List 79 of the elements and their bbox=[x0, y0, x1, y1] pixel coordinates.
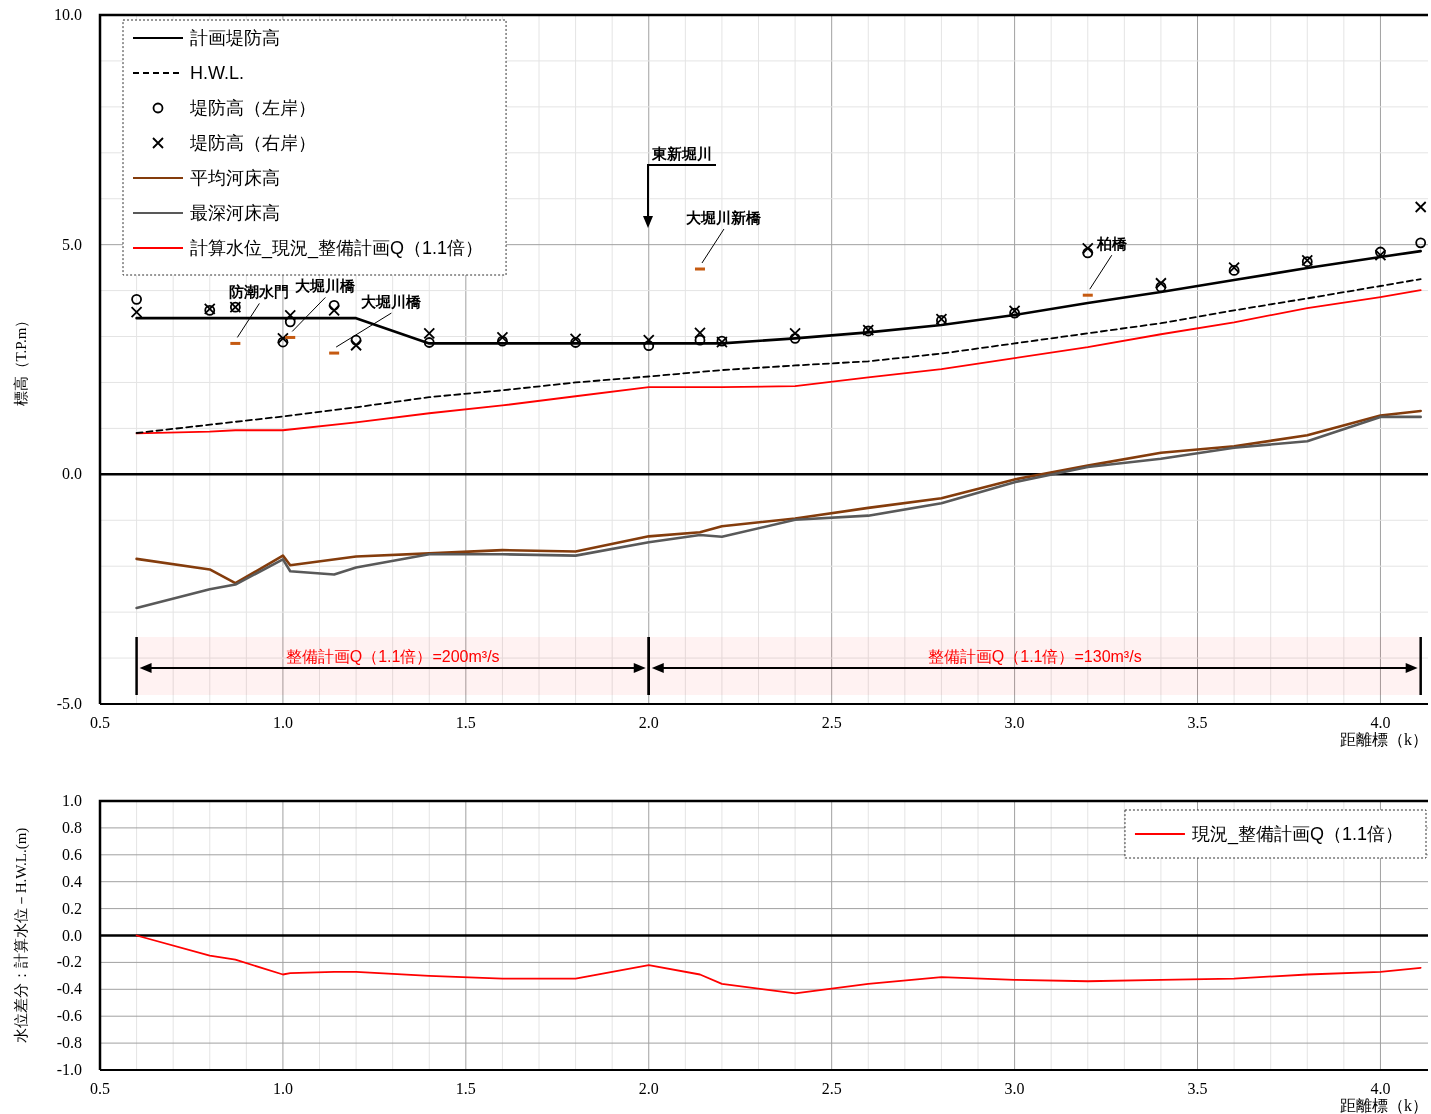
legend-label: 平均河床高 bbox=[190, 168, 280, 188]
x-axis-title: 距離標（k） bbox=[1340, 1097, 1428, 1114]
x-tick-label: 1.0 bbox=[272, 714, 293, 731]
point bbox=[1375, 246, 1386, 258]
x-tick-label: 3.0 bbox=[1004, 714, 1025, 731]
legend-label: 計算水位_現況_整備計画Q（1.1倍） bbox=[190, 238, 484, 259]
legend-label: 計画堤防高 bbox=[190, 28, 280, 48]
x-tick-label: 3.5 bbox=[1187, 1080, 1208, 1097]
legend: 現況_整備計画Q（1.1倍） bbox=[1124, 809, 1427, 859]
y-tick-label: 1.0 bbox=[62, 792, 82, 809]
point bbox=[1155, 277, 1167, 290]
point bbox=[642, 334, 655, 347]
x-tick-label: 2.5 bbox=[821, 1080, 842, 1097]
x-tick-label: 1.5 bbox=[455, 714, 476, 731]
annotation: 柏橋 bbox=[1095, 235, 1128, 253]
point bbox=[694, 334, 706, 346]
x-tick-label: 3.0 bbox=[1004, 1080, 1025, 1097]
point bbox=[1414, 201, 1427, 213]
annotation: 東新堀川 bbox=[651, 145, 712, 162]
point bbox=[328, 304, 341, 317]
point bbox=[694, 326, 706, 339]
annotation: 大堀川橋 bbox=[361, 293, 423, 311]
point bbox=[423, 337, 435, 348]
point bbox=[350, 334, 362, 346]
x-tick-label: 3.5 bbox=[1187, 714, 1208, 731]
point bbox=[497, 335, 508, 347]
point bbox=[423, 327, 436, 340]
y-tick-label: 0.2 bbox=[62, 899, 82, 917]
x-axis-title: 距離標（k） bbox=[1340, 731, 1428, 748]
annotation: 大堀川新橋 bbox=[686, 209, 763, 227]
annotation: 防潮水門 bbox=[229, 283, 290, 301]
y-tick-label: 0.6 bbox=[62, 845, 82, 863]
y-axis-title: 標高（T.P.m） bbox=[13, 312, 29, 407]
x-tick-label: 0.5 bbox=[90, 714, 110, 731]
legend-label: H.W.L. bbox=[190, 63, 245, 83]
y-tick-label: -5.0 bbox=[56, 695, 82, 712]
y-tick-label: 0.0 bbox=[62, 926, 82, 944]
x-tick-label: 4.0 bbox=[1370, 714, 1391, 731]
y-tick-label: -0.8 bbox=[56, 1034, 82, 1052]
x-tick-label: 4.0 bbox=[1370, 1080, 1391, 1097]
x-tick-label: 2.5 bbox=[821, 714, 842, 731]
x-tick-label: 0.5 bbox=[90, 1080, 110, 1097]
x-tick-label: 2.0 bbox=[638, 1080, 659, 1097]
y-tick-label: 0.8 bbox=[62, 818, 82, 836]
x-tick-label: 2.0 bbox=[638, 714, 659, 731]
y-tick-label: 0.0 bbox=[62, 465, 82, 483]
point bbox=[643, 340, 655, 352]
point bbox=[1081, 242, 1094, 255]
legend-label: 堤防高（右岸） bbox=[189, 133, 316, 153]
point bbox=[277, 336, 289, 348]
y-tick-label: 0.4 bbox=[62, 872, 82, 890]
y-tick-label: -0.6 bbox=[56, 1007, 82, 1025]
legend-label: 堤防高（左岸） bbox=[189, 98, 316, 118]
point bbox=[131, 293, 142, 305]
annotation: 大堀川橋 bbox=[295, 277, 357, 295]
point bbox=[350, 339, 362, 352]
point bbox=[1155, 281, 1167, 293]
point bbox=[789, 332, 801, 344]
point bbox=[328, 299, 340, 311]
point bbox=[277, 332, 289, 345]
legend-label: 現況_整備計画Q（1.1倍） bbox=[1191, 824, 1403, 845]
point bbox=[284, 309, 297, 322]
band-label: 整備計画Q（1.1倍）=200m³/s bbox=[285, 648, 500, 665]
y-tick-label: -0.4 bbox=[56, 980, 82, 998]
y-tick-label: -1.0 bbox=[56, 1061, 82, 1078]
x-tick-label: 1.5 bbox=[455, 1080, 476, 1097]
point bbox=[1082, 247, 1094, 259]
y-axis-title: 水位差分：計算水位－H.W.L.(m) bbox=[13, 827, 30, 1044]
band-label: 整備計画Q（1.1倍）=130m³/s bbox=[927, 648, 1142, 665]
point bbox=[130, 306, 143, 319]
point bbox=[1374, 249, 1387, 262]
legend-label: 最深河床高 bbox=[190, 203, 280, 223]
y-tick-label: 5.0 bbox=[62, 235, 82, 253]
y-tick-label: -0.2 bbox=[56, 953, 82, 971]
point bbox=[1415, 237, 1427, 249]
point bbox=[284, 316, 296, 328]
y-tick-label: 10.0 bbox=[54, 6, 82, 23]
point bbox=[570, 337, 581, 348]
x-tick-label: 1.0 bbox=[272, 1080, 293, 1097]
